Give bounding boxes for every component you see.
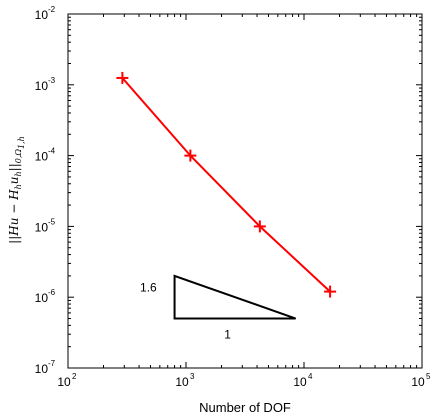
x-tick-exponent: 4 xyxy=(308,372,313,381)
data-series-group xyxy=(116,71,337,298)
y-tick-exponent: -6 xyxy=(48,288,56,297)
tick-labels: 10 2 10 3 10 4 10 510 -710 -610 -510 -410 -310 -2 xyxy=(35,5,431,389)
data-point-marker xyxy=(324,285,337,298)
x-tick-exponent: 2 xyxy=(72,372,77,381)
y-axis-label: ||Hu − Hhuh||0,Ω1,h xyxy=(7,136,26,244)
y-label-subscript: 1,h xyxy=(17,136,26,149)
y-tick-exponent: -4 xyxy=(48,147,56,156)
y-label-part: u xyxy=(7,176,21,184)
plot-area-box xyxy=(67,13,423,369)
y-tick-label: 10 xyxy=(35,362,49,376)
y-tick-exponent: -2 xyxy=(48,5,56,14)
y-label-subscript: h xyxy=(14,171,23,176)
y-label-part: || xyxy=(7,163,21,171)
y-label-subscript: h xyxy=(14,184,23,189)
y-tick-exponent: -7 xyxy=(48,359,56,368)
slope-triangle xyxy=(173,274,297,320)
y-tick-label: 10 xyxy=(35,150,49,164)
data-point-marker xyxy=(253,220,266,233)
y-tick-label: 10 xyxy=(35,79,49,93)
x-tick-label: 10 xyxy=(411,375,425,389)
slope-triangle-group: 1.61 xyxy=(140,274,297,342)
y-tick-label: 10 xyxy=(35,220,49,234)
axis-ticks xyxy=(67,14,422,369)
x-tick-label: 10 xyxy=(175,375,189,389)
data-point-marker xyxy=(184,149,197,162)
y-label-subscript: 0,Ω xyxy=(14,149,23,164)
y-tick-label: 10 xyxy=(35,291,49,305)
x-tick-exponent: 5 xyxy=(426,372,431,381)
slope-run-label: 1 xyxy=(224,328,231,342)
data-point-marker xyxy=(116,71,129,84)
y-tick-exponent: -5 xyxy=(48,217,56,226)
x-tick-exponent: 3 xyxy=(190,372,195,381)
y-tick-exponent: -3 xyxy=(48,76,56,85)
x-tick-label: 10 xyxy=(293,375,307,389)
slope-rise-label: 1.6 xyxy=(140,281,157,295)
y-tick-label: 10 xyxy=(35,8,49,22)
x-axis-label: Number of DOF xyxy=(199,400,291,415)
y-label-part: ||Hu − H xyxy=(7,189,21,244)
x-tick-label: 10 xyxy=(57,375,71,389)
series-line xyxy=(121,77,331,293)
